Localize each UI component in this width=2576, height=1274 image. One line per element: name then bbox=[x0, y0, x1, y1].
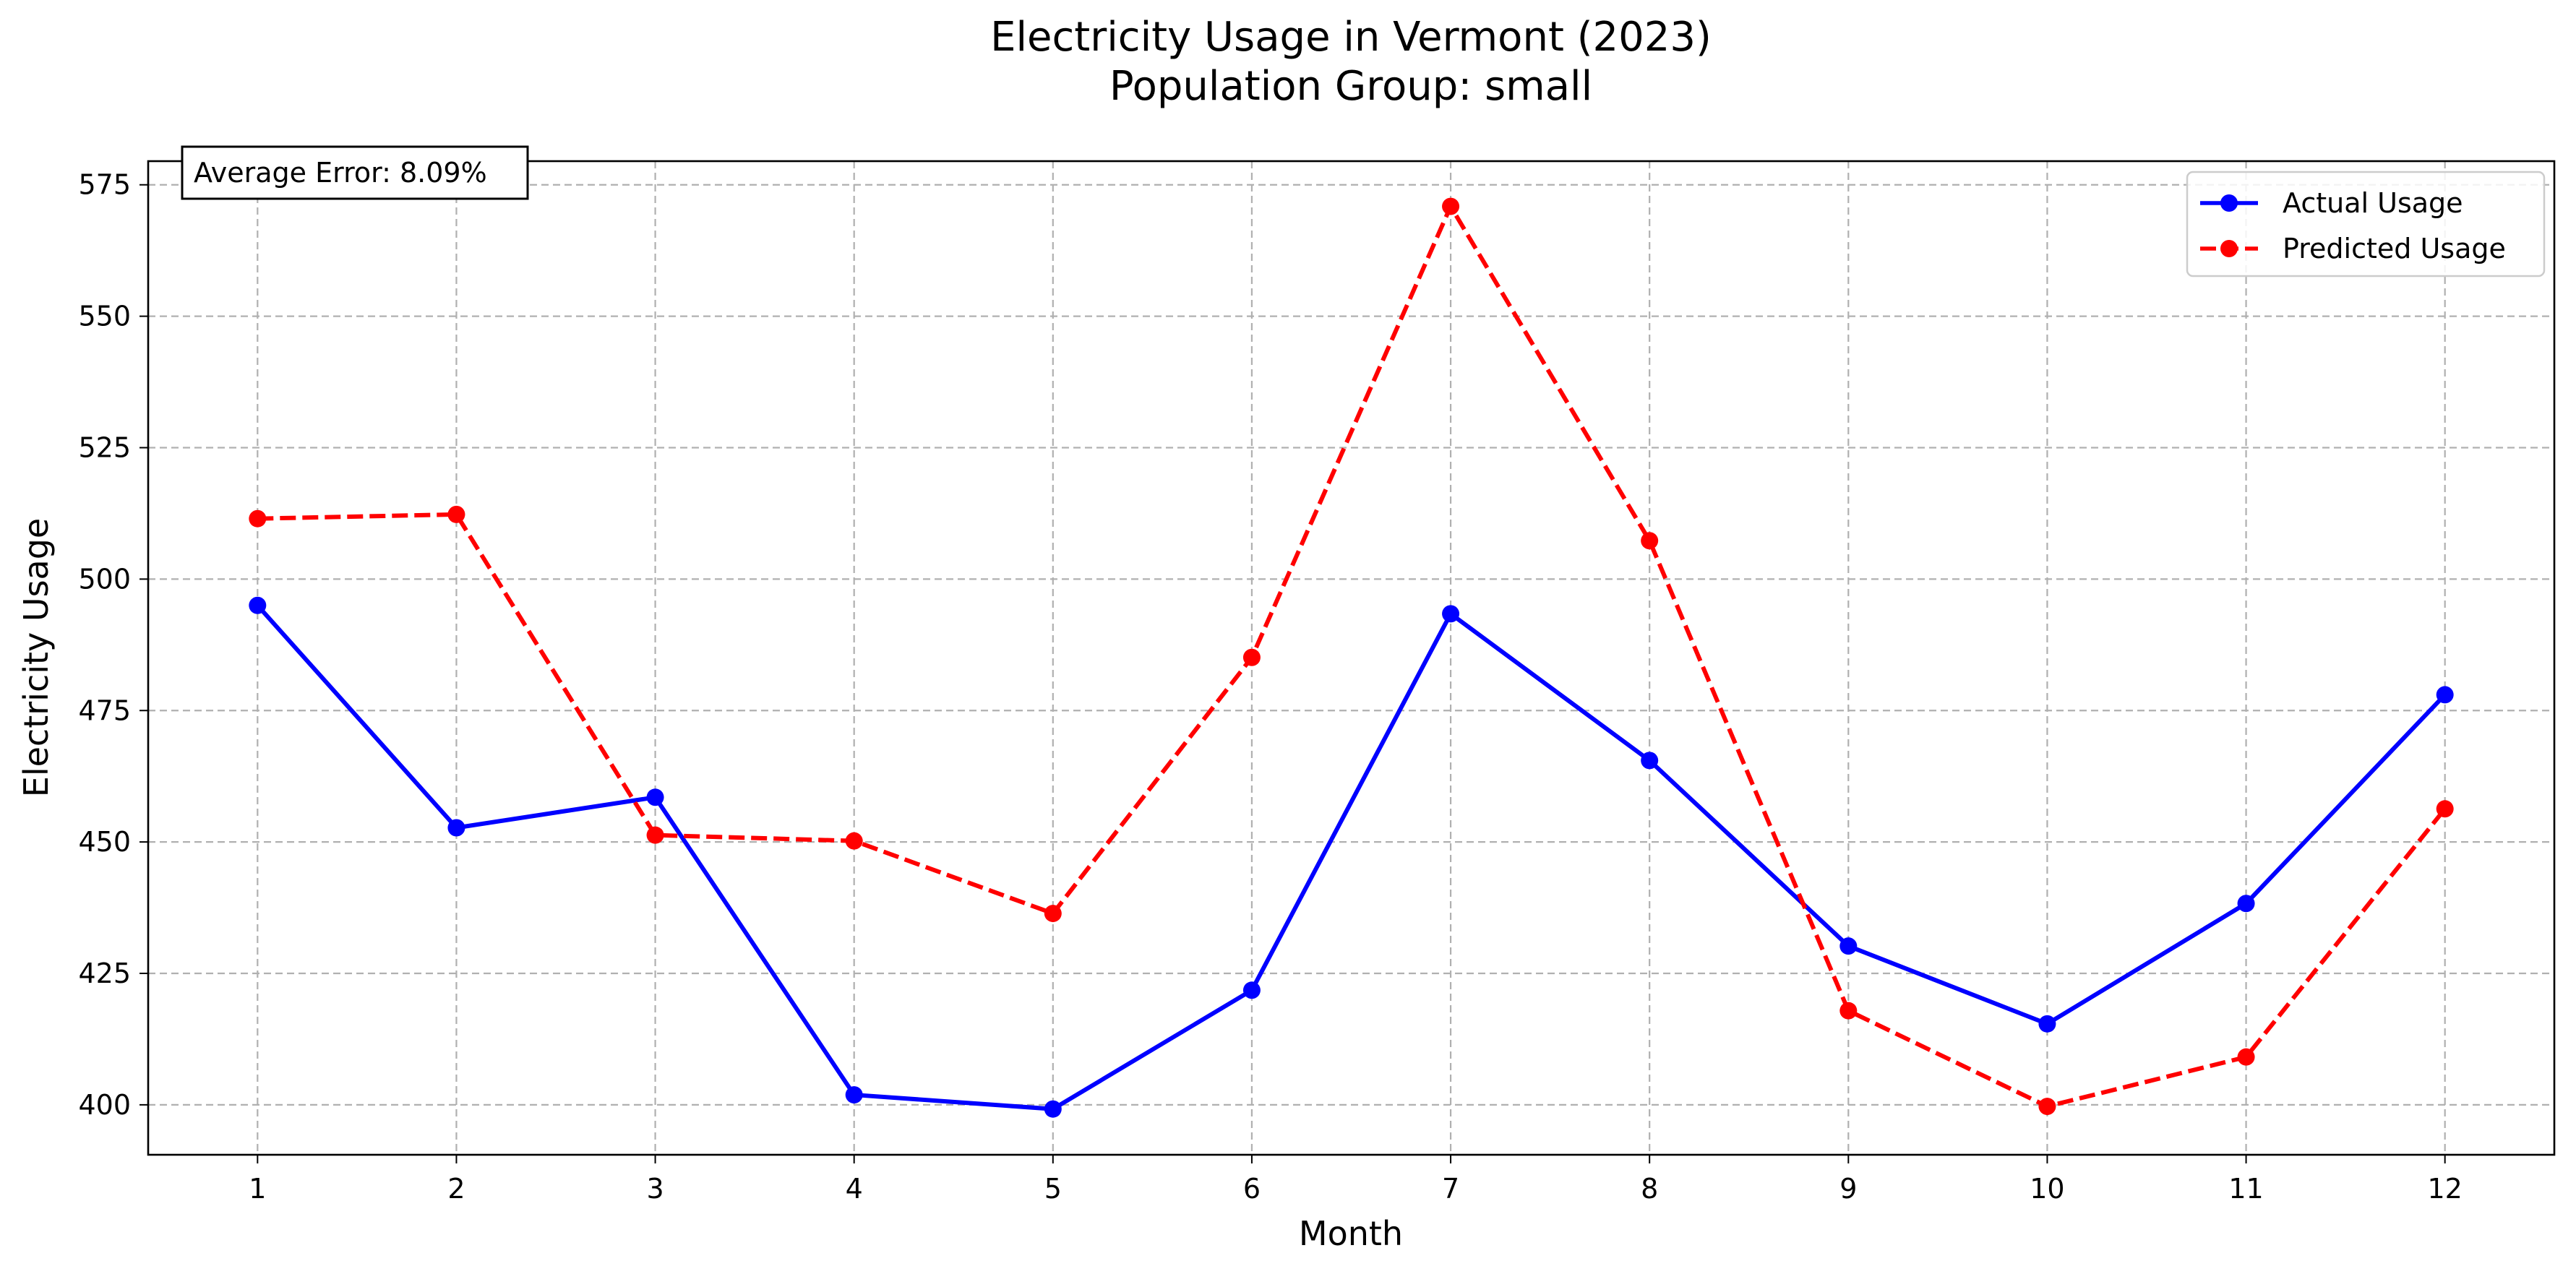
chart-subtitle: Population Group: small bbox=[1109, 63, 1592, 110]
x-tick-label: 7 bbox=[1442, 1173, 1459, 1205]
series-0-point bbox=[1839, 937, 1858, 955]
series-0-point bbox=[2436, 686, 2454, 704]
y-tick-label: 525 bbox=[78, 431, 131, 463]
series-1-point bbox=[2038, 1098, 2056, 1116]
plot-frame bbox=[147, 160, 2556, 1156]
x-tick-label: 8 bbox=[1641, 1173, 1658, 1205]
x-axis-label: Month bbox=[1299, 1214, 1403, 1253]
x-tick-label: 2 bbox=[447, 1173, 465, 1205]
series-1-point bbox=[646, 826, 664, 844]
x-tick-label: 1 bbox=[249, 1173, 266, 1205]
legend-label-actual: Actual Usage bbox=[2283, 187, 2463, 219]
series-0-point bbox=[447, 819, 465, 837]
y-tick-label: 475 bbox=[78, 694, 131, 726]
legend: Actual Usage Predicted Usage bbox=[2186, 171, 2546, 277]
y-tick-label: 550 bbox=[78, 301, 131, 332]
y-tick-label: 450 bbox=[78, 826, 131, 858]
series-0-point bbox=[1242, 981, 1261, 999]
legend-marker-predicted bbox=[2220, 240, 2238, 257]
series-line-1 bbox=[257, 204, 2447, 1109]
x-tick-label: 10 bbox=[2030, 1173, 2064, 1205]
series-1-point bbox=[1044, 905, 1062, 923]
series-0-point bbox=[646, 788, 664, 806]
annotation-frame bbox=[181, 145, 529, 200]
y-tick-label: 400 bbox=[78, 1089, 131, 1121]
series-0-point bbox=[2038, 1015, 2056, 1033]
series-1-point bbox=[2436, 800, 2454, 818]
x-tick-label: 9 bbox=[1839, 1173, 1857, 1205]
series-0-point bbox=[845, 1086, 863, 1104]
y-axis-label: Electricity Usage bbox=[17, 518, 56, 797]
legend-label-predicted: Predicted Usage bbox=[2283, 233, 2506, 264]
grid bbox=[148, 161, 2554, 1155]
chart-title: Electricity Usage in Vermont (2023) bbox=[990, 14, 1712, 61]
legend-marker-actual bbox=[2220, 194, 2238, 212]
series-0-point bbox=[1442, 605, 1460, 623]
x-tick-label: 4 bbox=[846, 1173, 863, 1205]
x-tick-label: 12 bbox=[2428, 1173, 2463, 1205]
series-1-point bbox=[1242, 648, 1261, 666]
series-1-point bbox=[2237, 1048, 2255, 1066]
x-tick-label: 5 bbox=[1044, 1173, 1062, 1205]
series-1-point bbox=[1442, 197, 1460, 215]
series-1-point bbox=[447, 505, 465, 523]
series-1-point bbox=[1641, 532, 1659, 550]
y-tick-label: 500 bbox=[78, 563, 131, 595]
x-tick-label: 11 bbox=[2228, 1173, 2263, 1205]
x-tick-label: 3 bbox=[646, 1173, 664, 1205]
series-0-point bbox=[1044, 1100, 1062, 1118]
series-0-point bbox=[2237, 895, 2255, 913]
series-0-point bbox=[1641, 752, 1659, 770]
series-1-point bbox=[249, 509, 267, 528]
series-0-point bbox=[249, 596, 267, 614]
annotation-box: Average Error: 8.09% bbox=[181, 145, 529, 200]
series-line-0 bbox=[256, 603, 2447, 1111]
series-group bbox=[249, 197, 2454, 1118]
series-1-point bbox=[1839, 1002, 1858, 1020]
x-tick-label: 6 bbox=[1243, 1173, 1261, 1205]
y-tick-label: 575 bbox=[78, 169, 131, 201]
legend-frame bbox=[2186, 171, 2546, 277]
average-error-annotation: Average Error: 8.09% bbox=[194, 157, 487, 189]
series-1-point bbox=[845, 832, 863, 850]
y-tick-label: 425 bbox=[78, 957, 131, 989]
